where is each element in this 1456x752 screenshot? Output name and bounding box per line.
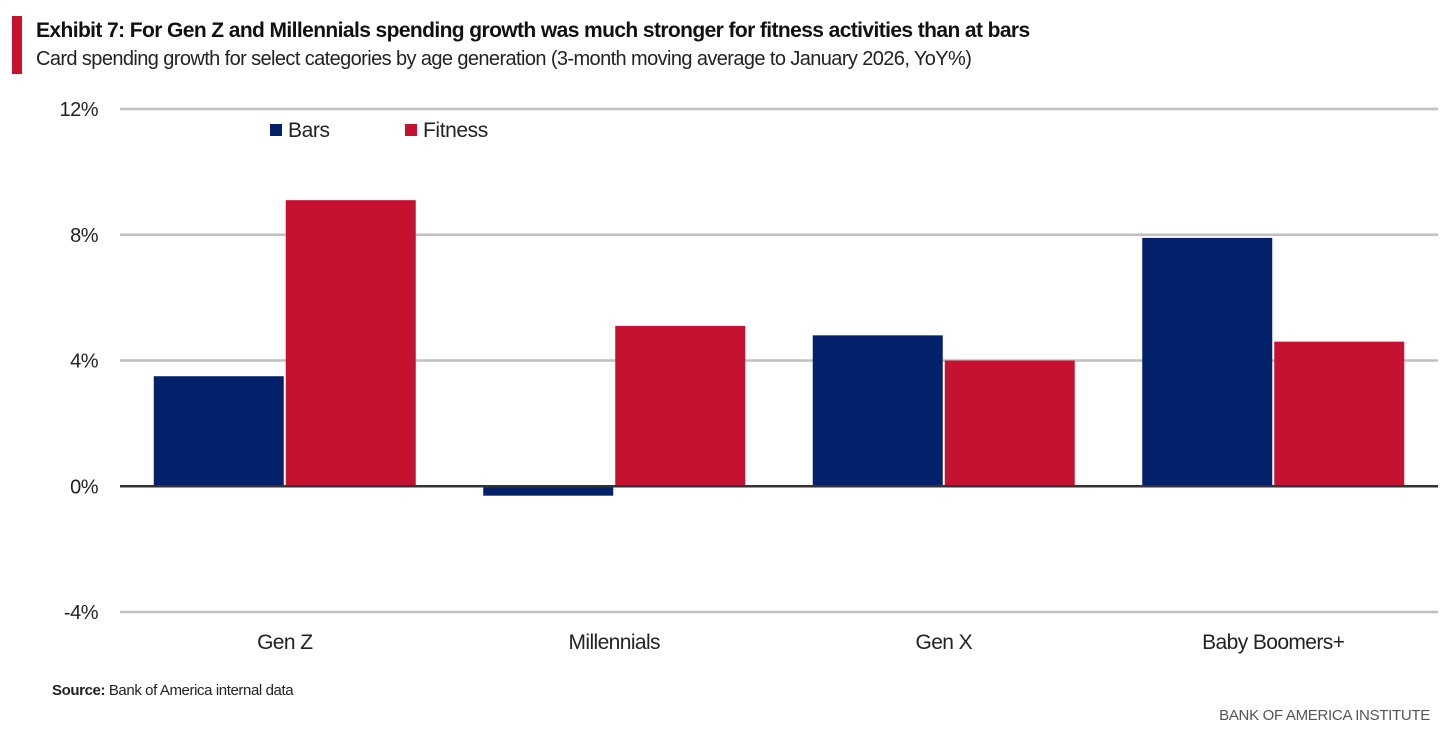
bar-bars xyxy=(483,486,614,496)
bar-fitness xyxy=(1274,341,1405,487)
bar-series xyxy=(153,200,1405,496)
x-category-label: Baby Boomers+ xyxy=(1202,631,1345,654)
bar-bars xyxy=(1142,237,1273,487)
x-category-label: Millennials xyxy=(569,631,661,654)
chart-subtitle: Card spending growth for select categori… xyxy=(36,48,972,70)
legend-swatch-fitness xyxy=(405,124,417,136)
title-accent-bar xyxy=(12,16,22,74)
y-tick-label: 4% xyxy=(70,351,99,373)
source-note: Source: Bank of America internal data xyxy=(52,682,294,699)
source-text: Bank of America internal data xyxy=(105,682,294,699)
y-tick-label: -4% xyxy=(64,602,99,624)
brand-footer: BANK OF AMERICA INSTITUTE xyxy=(1219,707,1430,724)
legend-label-bars: Bars xyxy=(288,119,330,142)
y-tick-label: 0% xyxy=(70,476,99,498)
bar-fitness xyxy=(615,325,746,487)
x-category-label: Gen X xyxy=(915,631,972,654)
y-axis-ticks: -4% 0% 4% 8% 12% xyxy=(59,99,99,624)
x-axis-categories: Gen Z Millennials Gen X Baby Boomers+ xyxy=(257,631,1345,654)
y-tick-label: 12% xyxy=(59,99,98,121)
x-category-label: Gen Z xyxy=(257,631,313,654)
bar-fitness xyxy=(944,360,1075,487)
source-label: Source: xyxy=(52,682,106,699)
legend: Bars Fitness xyxy=(270,119,488,142)
bar-bars xyxy=(153,376,284,487)
y-tick-label: 8% xyxy=(70,225,99,247)
bar-fitness xyxy=(285,200,416,487)
legend-swatch-bars xyxy=(270,124,282,136)
legend-label-fitness: Fitness xyxy=(423,119,488,142)
bar-bars xyxy=(812,335,943,487)
chart-title: Exhibit 7: For Gen Z and Millennials spe… xyxy=(36,19,1030,42)
